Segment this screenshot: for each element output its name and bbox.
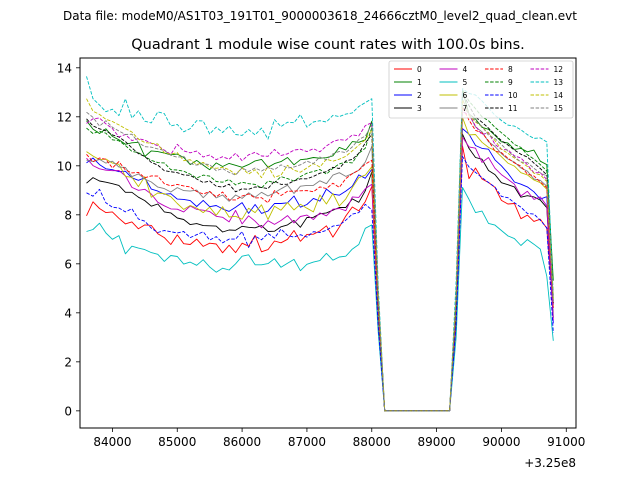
- y-tick-label: 12: [57, 110, 72, 124]
- series-line-8: [86, 106, 554, 412]
- legend-label-15: 15: [554, 104, 564, 113]
- x-tick-label: 86000: [223, 435, 261, 449]
- series-line-7: [86, 98, 554, 412]
- legend-label-12: 12: [554, 65, 564, 74]
- legend-label-3: 3: [417, 104, 422, 113]
- legend-label-7: 7: [463, 104, 468, 113]
- x-tick-label: 87000: [288, 435, 326, 449]
- x-tick-label: 88000: [353, 435, 391, 449]
- x-tick-label: 85000: [158, 435, 196, 449]
- series-line-14: [86, 98, 554, 412]
- legend-box: [388, 60, 574, 119]
- y-tick-label: 8: [64, 208, 72, 222]
- series-line-11: [86, 92, 554, 412]
- series-line-3: [86, 133, 554, 412]
- x-offset-label: +3.25e8: [524, 456, 576, 470]
- axes-frame: [79, 57, 577, 429]
- y-tick-label: 10: [57, 159, 72, 173]
- x-axis: 84000 85000 86000 87000 88000 89000 90000 91000: [93, 428, 585, 449]
- series-line-12: [86, 111, 554, 412]
- y-tick-label: 14: [57, 61, 72, 75]
- series-line-15: [86, 106, 554, 412]
- legend-label-11: 11: [508, 104, 518, 113]
- legend-label-14: 14: [554, 91, 564, 100]
- x-tick-label: 90000: [482, 435, 520, 449]
- chart-title: Quadrant 1 module wise count rates with …: [131, 37, 525, 53]
- legend-label-2: 2: [417, 91, 422, 100]
- x-tick-label: 84000: [93, 435, 131, 449]
- x-tick-label: 91000: [547, 435, 585, 449]
- legend-label-8: 8: [508, 65, 513, 74]
- series-line-2: [86, 128, 554, 412]
- legend-label-6: 6: [463, 91, 468, 100]
- legend-label-0: 0: [417, 65, 422, 74]
- figure-suptitle: Data file: modeM0/AS1T03_191T01_90000036…: [63, 9, 577, 23]
- series-line-5: [86, 186, 554, 412]
- y-tick-label: 2: [64, 355, 72, 369]
- x-tick-label: 89000: [418, 435, 456, 449]
- legend-label-10: 10: [508, 91, 518, 100]
- legend-label-4: 4: [463, 65, 468, 74]
- legend-label-13: 13: [554, 78, 564, 87]
- y-tick-label: 6: [64, 257, 72, 271]
- y-tick-label: 4: [64, 306, 72, 320]
- legend-label-9: 9: [508, 78, 513, 87]
- series-line-6: [86, 117, 554, 412]
- y-tick-label: 0: [64, 404, 72, 418]
- legend-label-1: 1: [417, 78, 422, 87]
- series-line-10: [86, 156, 554, 412]
- legend-label-5: 5: [463, 78, 468, 87]
- series-line-4: [86, 136, 554, 412]
- series-line-0: [86, 145, 554, 412]
- y-axis: 0 2 4 6 8 10 12 14: [57, 61, 80, 418]
